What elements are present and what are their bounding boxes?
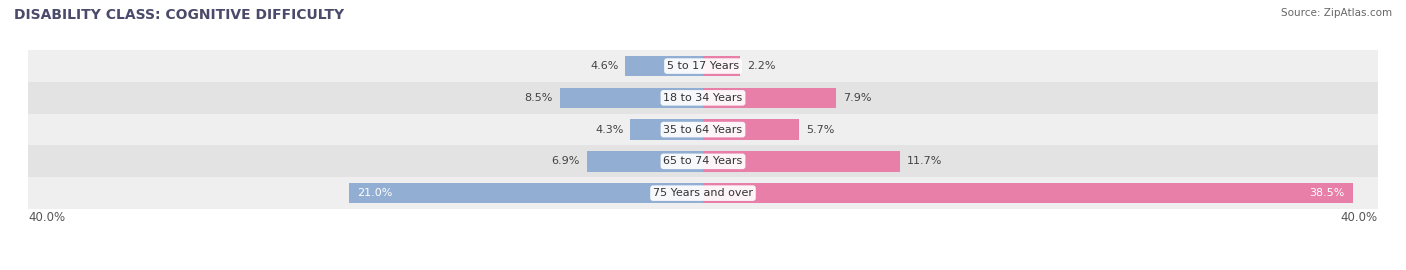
Text: 18 to 34 Years: 18 to 34 Years [664,93,742,103]
Bar [626,56,703,76]
Bar [703,56,740,76]
Bar [560,87,703,108]
Text: 75 Years and over: 75 Years and over [652,188,754,198]
Text: Source: ZipAtlas.com: Source: ZipAtlas.com [1281,8,1392,18]
Text: 5 to 17 Years: 5 to 17 Years [666,61,740,71]
Text: 8.5%: 8.5% [524,93,553,103]
Text: 65 to 74 Years: 65 to 74 Years [664,156,742,166]
Text: 2.2%: 2.2% [747,61,775,71]
Text: 5.7%: 5.7% [806,124,834,135]
Bar [703,119,799,140]
Text: 40.0%: 40.0% [1341,211,1378,224]
Bar [28,177,1378,209]
Text: 4.3%: 4.3% [595,124,624,135]
Bar [703,87,837,108]
Bar [703,151,900,172]
Text: 7.9%: 7.9% [844,93,872,103]
Bar [28,146,1378,177]
Text: 6.9%: 6.9% [551,156,579,166]
Bar [586,151,703,172]
Text: DISABILITY CLASS: COGNITIVE DIFFICULTY: DISABILITY CLASS: COGNITIVE DIFFICULTY [14,8,344,22]
Bar [630,119,703,140]
Text: 11.7%: 11.7% [907,156,942,166]
Text: 40.0%: 40.0% [28,211,65,224]
Bar [349,183,703,204]
Text: 4.6%: 4.6% [591,61,619,71]
Bar [703,183,1353,204]
Bar [28,114,1378,146]
Text: 21.0%: 21.0% [357,188,392,198]
Text: 38.5%: 38.5% [1309,188,1344,198]
Text: 35 to 64 Years: 35 to 64 Years [664,124,742,135]
Bar [28,50,1378,82]
Bar [28,82,1378,114]
